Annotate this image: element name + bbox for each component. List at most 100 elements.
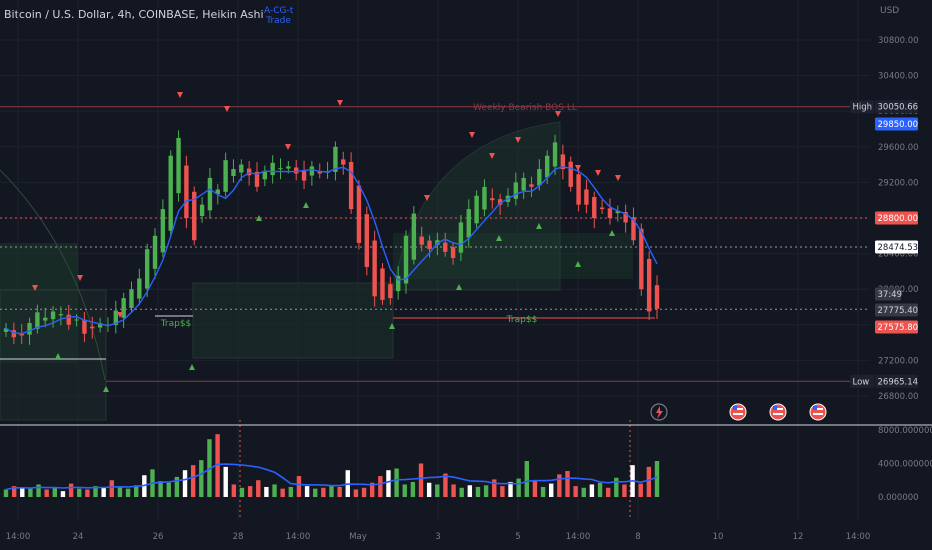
sell-signal-icon bbox=[285, 144, 291, 150]
candle-body bbox=[537, 169, 542, 186]
volume-ma-line bbox=[5, 463, 658, 491]
time-tick-label: 14:00 bbox=[6, 532, 31, 542]
blue-price-tag: 29850.00 bbox=[878, 120, 919, 130]
us-flag-event-icon[interactable] bbox=[729, 403, 747, 421]
high-word-tag-bg bbox=[850, 100, 874, 114]
volume-bar bbox=[109, 480, 114, 497]
countdown-tag: 37:49 bbox=[878, 290, 903, 300]
volume-bar bbox=[443, 473, 448, 497]
volume-bar bbox=[451, 484, 456, 497]
candle-body bbox=[309, 166, 315, 176]
candle-body bbox=[607, 208, 613, 218]
volume-bar bbox=[264, 486, 269, 497]
zone-box bbox=[192, 282, 394, 359]
time-tick-label: 8 bbox=[635, 532, 640, 542]
candle-body bbox=[246, 168, 252, 176]
candle-body bbox=[121, 298, 126, 318]
candle-body bbox=[654, 285, 660, 309]
time-tick-label: 28 bbox=[233, 532, 244, 542]
volume-bar bbox=[475, 486, 481, 497]
flag-canton bbox=[773, 406, 777, 410]
volume-bar bbox=[549, 483, 554, 497]
buy-signal-icon bbox=[55, 353, 61, 359]
flag-stripe bbox=[773, 413, 783, 415]
price-tick-label: 28400.00 bbox=[878, 250, 919, 260]
white-price-tag: 28474.53 bbox=[878, 243, 919, 253]
volume-bar bbox=[44, 489, 49, 497]
volume-bar bbox=[321, 487, 326, 497]
volume-bar bbox=[426, 482, 432, 497]
candle-body bbox=[294, 167, 299, 174]
volume-tick-label: 8000.000000 bbox=[878, 426, 932, 436]
zone-box bbox=[393, 233, 633, 279]
sell-signal-icon bbox=[224, 106, 230, 112]
candle-body bbox=[66, 314, 71, 325]
price-tick-label: 29200.00 bbox=[878, 178, 919, 188]
candle-body bbox=[129, 289, 134, 308]
lightning-event-icon[interactable] bbox=[650, 403, 668, 421]
indicator-line1: A-CG-t bbox=[264, 6, 294, 16]
candle-body bbox=[82, 319, 87, 334]
volume-bar bbox=[435, 484, 440, 497]
volume-bar bbox=[581, 487, 586, 497]
candle-body bbox=[50, 311, 56, 320]
candle-body bbox=[19, 333, 24, 336]
volume-bar bbox=[524, 460, 529, 497]
candle-body bbox=[215, 189, 220, 195]
candle-body bbox=[356, 185, 362, 243]
us-flag-event-icon[interactable] bbox=[809, 403, 827, 421]
price-tick-label: 30400.00 bbox=[878, 72, 919, 82]
volume-bar bbox=[573, 486, 578, 497]
candle-body bbox=[199, 204, 205, 217]
volume-bar bbox=[492, 479, 497, 497]
candle-body bbox=[592, 197, 597, 218]
candle-body bbox=[560, 154, 566, 170]
candle-body bbox=[521, 177, 526, 191]
buy-signal-icon bbox=[496, 235, 502, 241]
volume-bar bbox=[638, 483, 643, 497]
us-flag-event-icon[interactable] bbox=[769, 403, 787, 421]
countdown-tag-bg bbox=[875, 287, 901, 301]
volume-bar bbox=[540, 486, 546, 497]
flag-canton bbox=[813, 406, 817, 410]
volume-bar bbox=[3, 489, 9, 497]
candle-body bbox=[584, 189, 589, 205]
volume-bar bbox=[182, 470, 188, 497]
volume-bar bbox=[597, 482, 603, 497]
sell-signal-icon bbox=[489, 153, 495, 159]
low-word-tag-bg bbox=[850, 374, 874, 388]
blue-price-tag-bg bbox=[875, 117, 918, 131]
buy-signal-icon bbox=[575, 261, 581, 267]
volume-bar bbox=[313, 488, 318, 497]
indicator-label[interactable]: A-CG-t Trade bbox=[264, 6, 293, 26]
volume-bar bbox=[36, 484, 41, 497]
volume-bar bbox=[215, 434, 220, 497]
time-tick-label: 14:00 bbox=[846, 532, 871, 542]
volume-bar bbox=[256, 480, 261, 497]
sell-signal-icon bbox=[469, 132, 475, 138]
time-tick-label: 14:00 bbox=[286, 532, 311, 542]
candle-body bbox=[490, 198, 495, 201]
volume-bar bbox=[589, 484, 595, 497]
candle-body bbox=[176, 137, 181, 194]
moving-average-line bbox=[5, 166, 658, 335]
candle-body bbox=[631, 217, 636, 241]
volume-bar bbox=[361, 487, 367, 497]
sell-signal-icon bbox=[424, 195, 430, 201]
volume-bar bbox=[60, 491, 66, 497]
candle-body bbox=[144, 249, 150, 289]
candle-body bbox=[443, 242, 448, 252]
volume-bar bbox=[459, 487, 464, 497]
candle-body bbox=[160, 209, 166, 253]
candle-body bbox=[372, 240, 377, 297]
volume-bar bbox=[500, 486, 505, 497]
sell-signal-icon bbox=[77, 275, 83, 281]
candle-body bbox=[278, 168, 283, 170]
volume-bar bbox=[402, 484, 407, 497]
sell-signal-icon bbox=[32, 285, 38, 291]
red-bottom-price-tag: 27575.80 bbox=[878, 323, 919, 333]
flag-stripe bbox=[733, 408, 743, 410]
candle-body bbox=[286, 166, 291, 169]
candle-body bbox=[552, 142, 558, 167]
